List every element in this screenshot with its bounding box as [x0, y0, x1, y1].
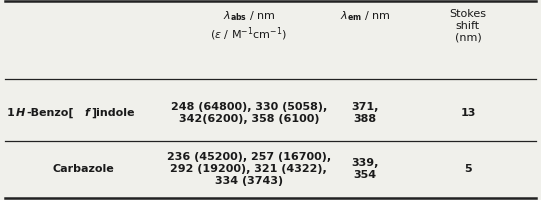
- Text: 371,
388: 371, 388: [352, 102, 379, 124]
- Text: $\lambda_{\mathbf{abs}}$ / nm
($\varepsilon$ / M$^{-1}$cm$^{-1}$): $\lambda_{\mathbf{abs}}$ / nm ($\varepsi…: [210, 9, 287, 43]
- Text: 1: 1: [6, 108, 14, 118]
- Text: 13: 13: [460, 108, 476, 118]
- Text: H: H: [16, 108, 25, 118]
- Text: Carbazole: Carbazole: [53, 164, 115, 174]
- Text: ]indole: ]indole: [91, 108, 134, 118]
- Text: 339,
354: 339, 354: [352, 158, 379, 180]
- Text: 236 (45200), 257 (16700),
292 (19200), 321 (4322),
334 (3743): 236 (45200), 257 (16700), 292 (19200), 3…: [167, 152, 331, 186]
- Text: -Benzo[: -Benzo[: [26, 108, 74, 118]
- Text: 5: 5: [464, 164, 472, 174]
- Text: Stokes
shift
(nm): Stokes shift (nm): [450, 9, 486, 42]
- Text: 248 (64800), 330 (5058),
342(6200), 358 (6100): 248 (64800), 330 (5058), 342(6200), 358 …: [171, 102, 327, 124]
- Text: f: f: [84, 108, 89, 118]
- Text: $\lambda_{\mathbf{em}}$ / nm: $\lambda_{\mathbf{em}}$ / nm: [340, 9, 391, 23]
